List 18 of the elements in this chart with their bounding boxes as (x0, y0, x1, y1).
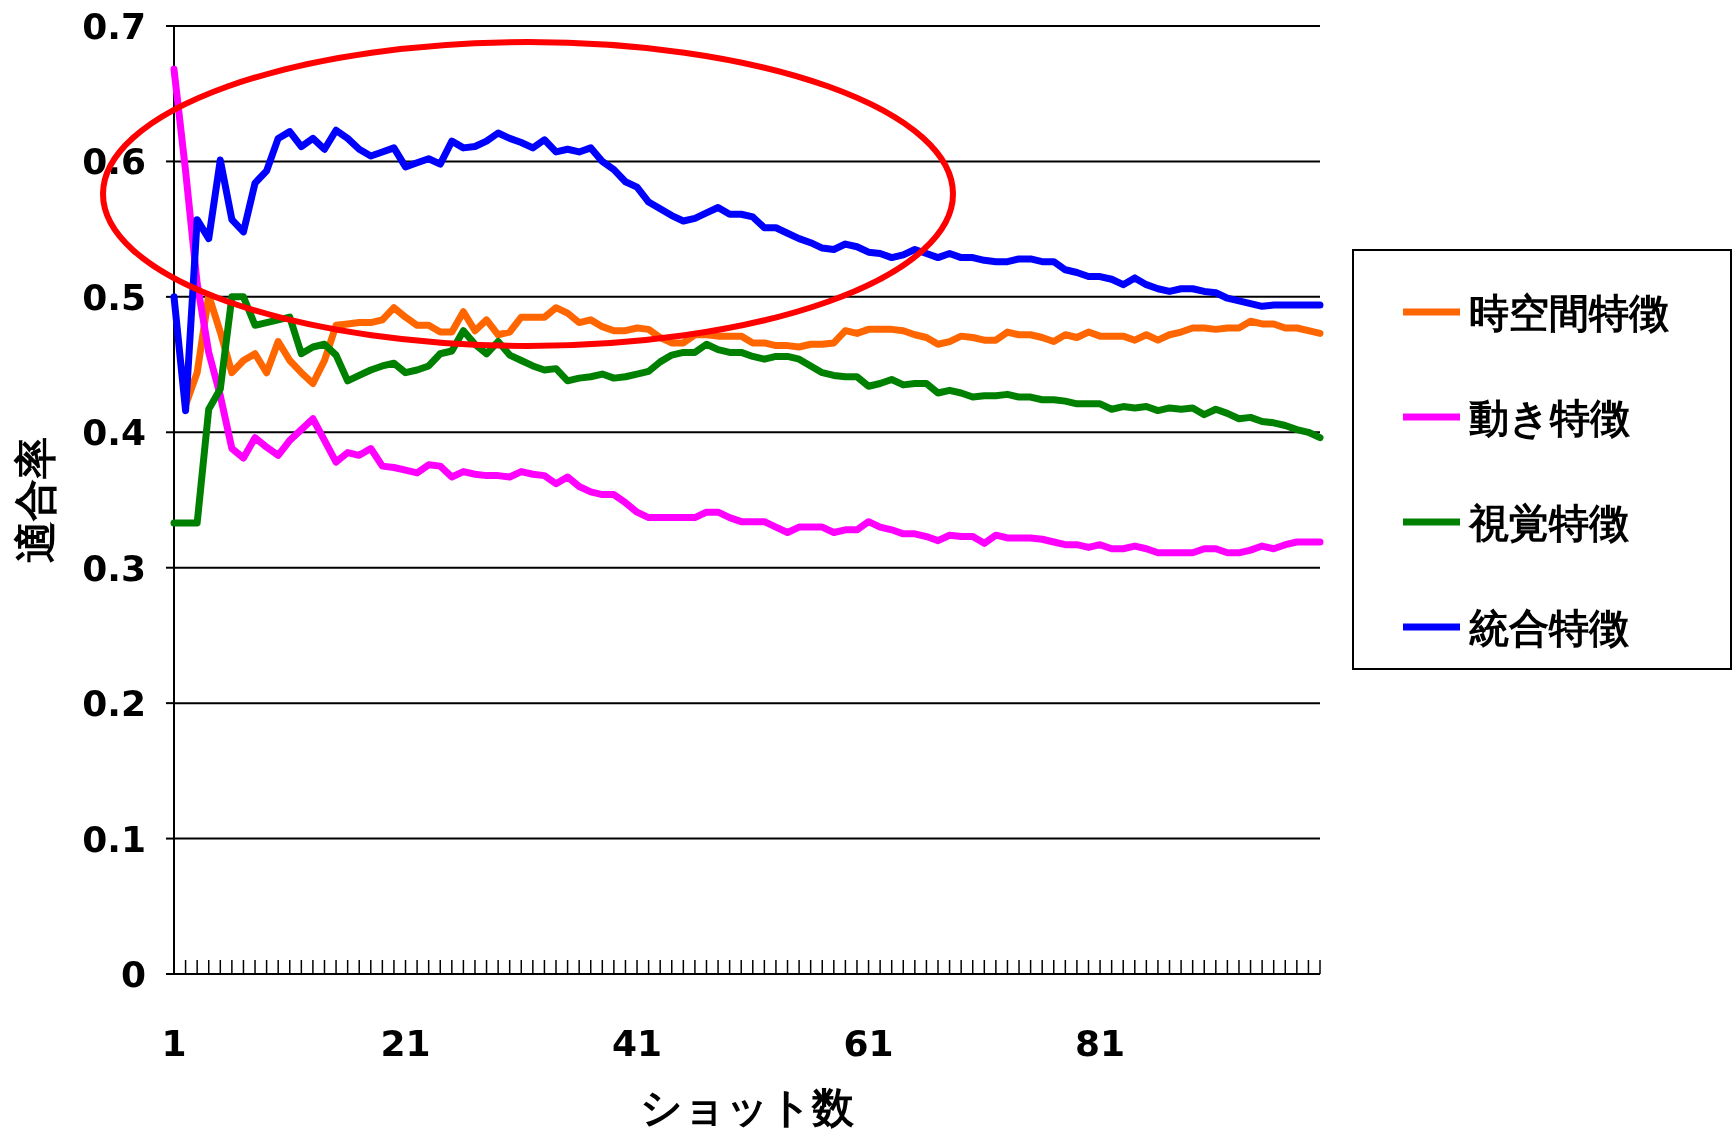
x-tick-label: 21 (380, 1023, 431, 1064)
x-tick-label: 61 (843, 1023, 894, 1064)
y-axis-title: 適合率 (11, 437, 60, 563)
legend-label: 視覚特徴 (1468, 500, 1630, 546)
y-tick-label: 0 (120, 954, 146, 995)
y-tick-label: 0.5 (82, 276, 146, 318)
y-tick-label: 0.4 (82, 412, 146, 454)
legend-label: 統合特徴 (1468, 605, 1630, 651)
x-tick-label: 81 (1075, 1023, 1126, 1064)
y-tick-label: 0.7 (82, 6, 146, 47)
x-tick-label: 1 (161, 1023, 187, 1064)
y-tick-label: 0.2 (82, 683, 146, 725)
x-axis-title: ショット数 (640, 1083, 855, 1132)
y-tick-label: 0.1 (82, 818, 146, 860)
y-tick-label: 0.3 (82, 547, 146, 589)
legend-label: 動き特徴 (1469, 395, 1631, 441)
x-tick-label: 41 (611, 1023, 663, 1064)
legend-label: 時空間特徴 (1469, 290, 1670, 336)
